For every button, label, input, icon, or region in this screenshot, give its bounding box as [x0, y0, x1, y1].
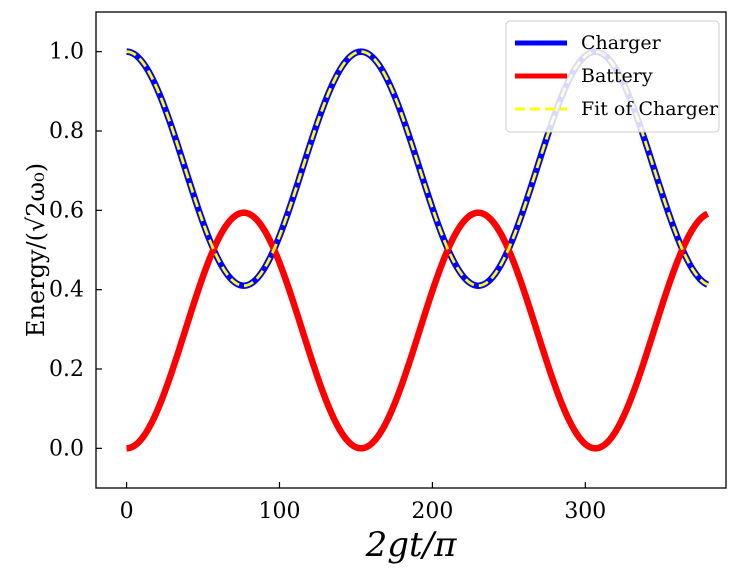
x-tick-label: 200: [411, 499, 453, 524]
y-tick-label: 1.0: [49, 40, 84, 65]
legend-label-battery: Battery: [581, 65, 653, 87]
x-axis-label: 2gt/π: [365, 525, 458, 565]
x-tick-label: 300: [564, 499, 606, 524]
y-tick-label: 0.6: [49, 198, 84, 223]
y-tick-label: 0.2: [49, 357, 84, 382]
y-axis-label: Energy/(√2ω₀): [22, 163, 50, 337]
y-tick-label: 0.4: [49, 278, 84, 303]
y-tick-label: 0.8: [49, 119, 84, 144]
legend-box: [505, 20, 720, 133]
tick-layer: 0 100 200 300 0.0 0.2 0.4 0.6 0.8 1.0: [49, 40, 606, 524]
x-tick-label: 100: [258, 499, 300, 524]
y-tick-label: 0.0: [49, 436, 84, 461]
plot-frame: [95, 11, 727, 489]
legend: Charger Battery Fit of Charger: [505, 20, 720, 133]
legend-label-charger: Charger: [581, 32, 662, 54]
legend-label-fit-of-charger: Fit of Charger: [581, 98, 719, 120]
series-line-battery: [124, 209, 710, 452]
x-tick-label: 0: [120, 499, 134, 524]
